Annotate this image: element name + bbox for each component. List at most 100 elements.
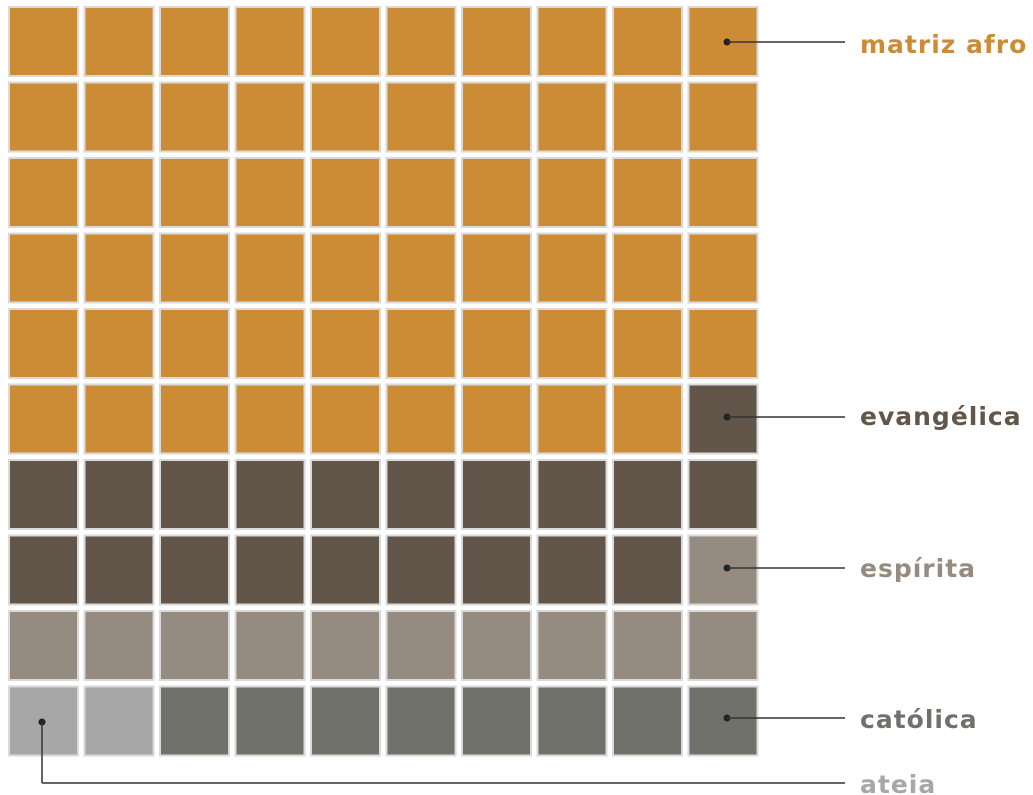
label-evangelica: evangélica (860, 402, 1022, 431)
waffle-cell (10, 385, 77, 453)
waffle-cell (312, 8, 379, 75)
waffle-cell (463, 159, 530, 226)
waffle-cell (538, 310, 606, 377)
waffle-cell (236, 8, 304, 75)
waffle-cell (387, 612, 455, 679)
waffle-cell (10, 612, 77, 679)
waffle-cell (10, 8, 77, 75)
waffle-cell (387, 83, 455, 151)
waffle-cell (312, 385, 379, 453)
waffle-cell (161, 536, 228, 604)
waffle-cell (538, 461, 606, 528)
waffle-cell (538, 234, 606, 302)
waffle-cell (463, 612, 530, 679)
waffle-cell (312, 159, 379, 226)
waffle-cell (463, 461, 530, 528)
waffle-cell (538, 536, 606, 604)
waffle-cell (538, 612, 606, 679)
waffle-cell (614, 8, 681, 75)
waffle-cell (10, 536, 77, 604)
waffle-cell (236, 83, 304, 151)
waffle-cell (463, 536, 530, 604)
waffle-cell (312, 612, 379, 679)
label-ateia: ateia (860, 770, 936, 795)
waffle-cell (463, 385, 530, 453)
waffle-cell (10, 83, 77, 151)
waffle-cell (236, 461, 304, 528)
waffle-cell (236, 234, 304, 302)
waffle-cell (236, 385, 304, 453)
waffle-cell (614, 234, 681, 302)
waffle-cell (463, 83, 530, 151)
waffle-cell (161, 612, 228, 679)
waffle-cell (463, 234, 530, 302)
waffle-cell (614, 83, 681, 151)
waffle-cell (236, 612, 304, 679)
waffle-cell (85, 385, 153, 453)
waffle-cell (614, 687, 681, 755)
waffle-cell (85, 8, 153, 75)
waffle-cell (10, 310, 77, 377)
waffle-cell (85, 310, 153, 377)
waffle-cell (463, 310, 530, 377)
waffle-cell (538, 8, 606, 75)
waffle-cell (161, 687, 228, 755)
waffle-cell (538, 159, 606, 226)
waffle-cell (387, 536, 455, 604)
waffle-cell (538, 385, 606, 453)
waffle-cell (236, 310, 304, 377)
waffle-cell (161, 83, 228, 151)
waffle-cell (236, 536, 304, 604)
waffle-cell (538, 687, 606, 755)
waffle-cell (85, 687, 153, 755)
waffle-cell (387, 234, 455, 302)
waffle-cell (161, 385, 228, 453)
waffle-cell (689, 159, 757, 226)
waffle-cell (463, 8, 530, 75)
waffle-cell (161, 461, 228, 528)
waffle-cell (161, 234, 228, 302)
waffle-cell (236, 159, 304, 226)
waffle-cell (614, 461, 681, 528)
waffle-cells (8, 6, 759, 757)
waffle-cell (85, 234, 153, 302)
leader-lines (38, 38, 845, 784)
waffle-cell (387, 385, 455, 453)
waffle-cell (85, 159, 153, 226)
waffle-cell (614, 159, 681, 226)
waffle-cell (689, 310, 757, 377)
label-catolica: católica (860, 705, 978, 734)
waffle-cell (689, 612, 757, 679)
waffle-cell (312, 461, 379, 528)
waffle-cell (312, 234, 379, 302)
waffle-cell (689, 83, 757, 151)
waffle-cell (387, 310, 455, 377)
waffle-cell (85, 612, 153, 679)
waffle-cell (161, 310, 228, 377)
waffle-cell (85, 83, 153, 151)
waffle-cell (312, 310, 379, 377)
waffle-cell (689, 687, 757, 755)
waffle-cell (689, 461, 757, 528)
waffle-cell (387, 687, 455, 755)
waffle-cell (387, 159, 455, 226)
waffle-cell (463, 687, 530, 755)
waffle-cell (689, 385, 757, 453)
waffle-cell (312, 83, 379, 151)
waffle-cell (236, 687, 304, 755)
waffle-cell (85, 536, 153, 604)
label-matriz-afro: matriz afro (860, 30, 1027, 59)
waffle-cell (10, 159, 77, 226)
label-espirita: espírita (860, 554, 976, 583)
waffle-cell (689, 536, 757, 604)
waffle-cell (161, 159, 228, 226)
waffle-cell (614, 310, 681, 377)
waffle-cell (689, 234, 757, 302)
waffle-cell (312, 536, 379, 604)
waffle-cell (387, 461, 455, 528)
waffle-cell (10, 461, 77, 528)
waffle-cell (85, 461, 153, 528)
waffle-cell (614, 536, 681, 604)
waffle-cell (387, 8, 455, 75)
